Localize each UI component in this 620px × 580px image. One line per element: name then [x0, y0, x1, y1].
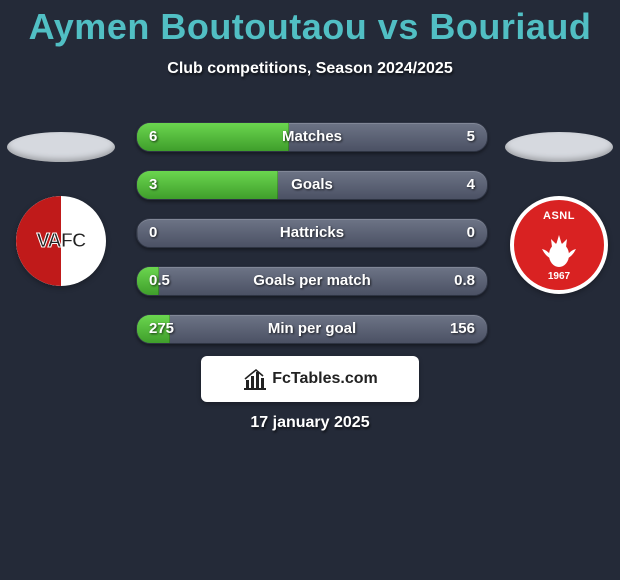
- stat-label: Hattricks: [137, 219, 487, 247]
- team-left-crest-text: VAFC: [37, 230, 86, 253]
- team-right-column: ASNL 1967: [504, 132, 614, 294]
- date-text: 17 january 2025: [0, 414, 620, 432]
- team-right-crest-text: ASNL: [514, 210, 604, 222]
- team-left-column: VAFC: [6, 132, 116, 286]
- stat-right-value: 5: [467, 123, 475, 151]
- team-left-ellipse: [7, 132, 115, 162]
- player1-name: Aymen Boutoutaou: [29, 6, 368, 47]
- bar-chart-icon: [242, 368, 266, 390]
- stat-right-value: 156: [450, 315, 475, 343]
- stat-right-value: 0.8: [454, 267, 475, 295]
- stat-bar: 6Matches5: [136, 122, 488, 152]
- title: Aymen Boutoutaou vs Bouriaud: [0, 0, 620, 48]
- team-right-crest: ASNL 1967: [510, 196, 608, 294]
- thistle-icon: [536, 231, 582, 271]
- stat-bars: 6Matches5 3Goals4 0Hattricks0 0.5Goals per …: [136, 122, 486, 344]
- stat-bar: 275Min per goal156: [136, 314, 488, 344]
- stat-label: Goals: [137, 171, 487, 199]
- vs-text: vs: [378, 6, 419, 47]
- subtitle: Club competitions, Season 2024/2025: [0, 60, 620, 78]
- team-left-crest: VAFC: [16, 196, 106, 286]
- stat-right-value: 4: [467, 171, 475, 199]
- stat-bar: 0Hattricks0: [136, 218, 488, 248]
- brand-text: FcTables.com: [272, 370, 378, 388]
- stat-bar: 0.5Goals per match0.8: [136, 266, 488, 296]
- team-right-ellipse: [505, 132, 613, 162]
- brand-badge: FcTables.com: [201, 356, 419, 402]
- stat-label: Matches: [137, 123, 487, 151]
- stat-right-value: 0: [467, 219, 475, 247]
- stat-label: Min per goal: [137, 315, 487, 343]
- stat-label: Goals per match: [137, 267, 487, 295]
- stat-bar: 3Goals4: [136, 170, 488, 200]
- team-right-crest-year: 1967: [514, 271, 604, 282]
- comparison-infographic: Aymen Boutoutaou vs Bouriaud Club compet…: [0, 0, 620, 580]
- player2-name: Bouriaud: [429, 6, 591, 47]
